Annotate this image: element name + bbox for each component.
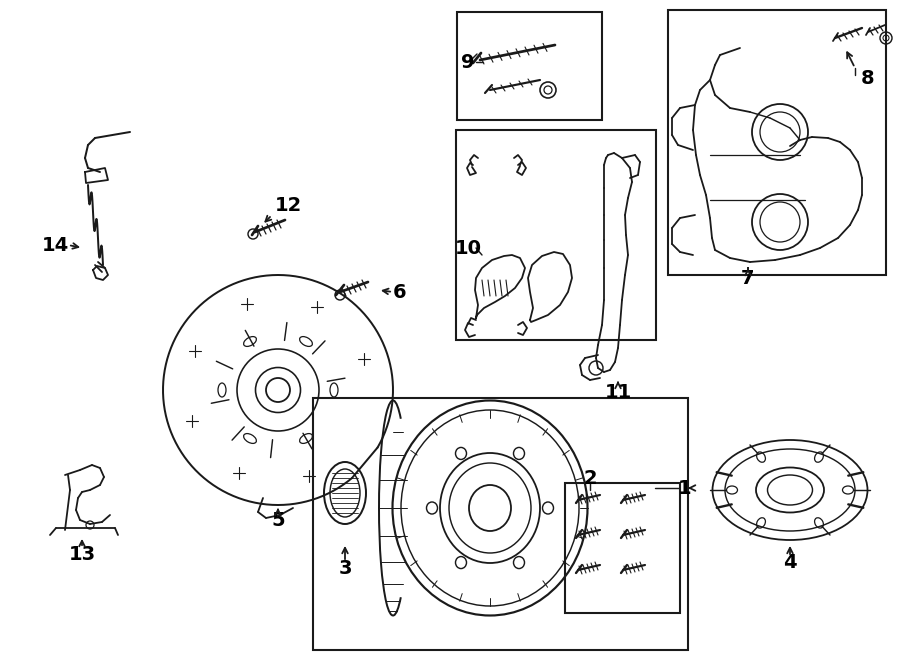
Text: 12: 12 [274,195,302,214]
Bar [457,12,602,120]
Text: 5: 5 [271,510,284,530]
Text: 7: 7 [742,269,755,287]
Text: 2: 2 [583,469,597,489]
Text: 1: 1 [679,479,692,498]
Bar [313,398,688,650]
Text: 13: 13 [68,545,95,565]
Text: 3: 3 [338,559,352,577]
Text: 4: 4 [783,553,796,573]
Text: 6: 6 [393,283,407,301]
Bar [668,10,886,275]
Bar [456,130,656,340]
Bar [565,483,680,613]
Text: 11: 11 [605,383,632,401]
Text: 8: 8 [861,68,875,87]
Text: 10: 10 [454,238,482,258]
Text: 14: 14 [41,236,68,254]
Text: 9: 9 [462,52,475,71]
